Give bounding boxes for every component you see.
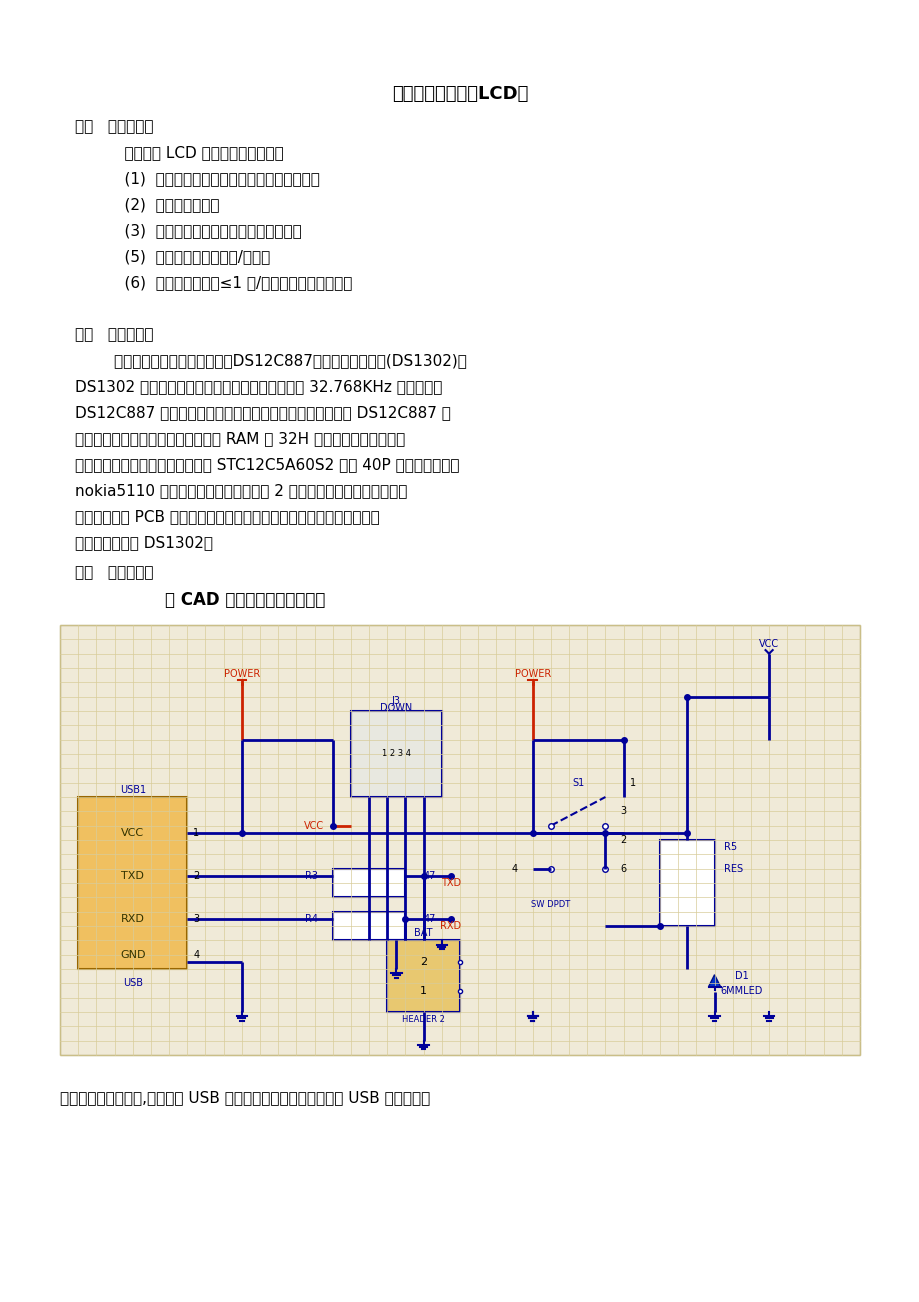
Text: SW DPDT: SW DPDT: [530, 900, 570, 909]
Bar: [333, 868, 405, 897]
Text: HEADER 2: HEADER 2: [402, 1014, 445, 1023]
Text: 三、   理论设计：: 三、 理论设计：: [75, 565, 153, 579]
Text: (6)  计时精度：误差≤1 秒/月（具有微调设置）。: (6) 计时精度：误差≤1 秒/月（具有微调设置）。: [105, 275, 352, 290]
Bar: [60, 625, 859, 1055]
Bar: [78, 797, 187, 969]
Text: 1 2 3 4: 1 2 3 4: [381, 750, 411, 759]
Text: 题目智能电子钟（LCD）: 题目智能电子钟（LCD）: [391, 85, 528, 103]
Polygon shape: [708, 975, 720, 987]
Text: 47: 47: [423, 914, 436, 924]
Text: 器定义都相同。由于本实验用到了 STC12C5A60S2 直插 40P 封装的单片机、: 器定义都相同。由于本实验用到了 STC12C5A60S2 直插 40P 封装的单…: [75, 457, 459, 473]
Text: S1: S1: [572, 777, 584, 788]
Text: R5: R5: [723, 842, 736, 853]
Bar: [350, 711, 441, 797]
Text: 3: 3: [620, 806, 626, 816]
Text: TXD: TXD: [440, 878, 460, 888]
Text: 制作一个 LCD 显示的智能电子钟：: 制作一个 LCD 显示的智能电子钟：: [105, 145, 283, 160]
Text: 1: 1: [629, 777, 635, 788]
Text: BAT: BAT: [414, 928, 433, 939]
Text: nokia5110 液晶屏、独立式按键、四路 2 输入与门并且都是直插的，而: nokia5110 液晶屏、独立式按键、四路 2 输入与门并且都是直插的，而: [75, 483, 407, 497]
Text: D1: D1: [734, 971, 748, 982]
Text: 了一个字节来记录世纪使用的，处在 RAM 的 32H 单元，但是其他的寄存: 了一个字节来记录世纪使用的，处在 RAM 的 32H 单元，但是其他的寄存: [75, 431, 404, 447]
Text: 2: 2: [420, 957, 426, 967]
Text: DS1302 要用户自己安装后备电池和串口通讯，要 32.768KHz 的晶振，而: DS1302 要用户自己安装后备电池和串口通讯，要 32.768KHz 的晶振，…: [75, 379, 442, 395]
Text: J3: J3: [391, 697, 401, 706]
Text: 本实验可采用并行时钟芯片（DS12C887）和串行时钟芯片(DS1302)，: 本实验可采用并行时钟芯片（DS12C887）和串行时钟芯片(DS1302)，: [75, 353, 466, 368]
Text: DOWN: DOWN: [380, 703, 412, 713]
Text: 47: 47: [423, 871, 436, 881]
Text: 二、   方案论证：: 二、 方案论证：: [75, 327, 153, 342]
Text: R4: R4: [305, 914, 318, 924]
Text: USB1: USB1: [119, 785, 145, 794]
Text: 用 CAD 软件绘制的硬件原理图: 用 CAD 软件绘制的硬件原理图: [165, 591, 325, 609]
Text: POWER: POWER: [514, 669, 550, 678]
Text: VCC: VCC: [758, 639, 778, 648]
Text: 4: 4: [511, 863, 517, 874]
Text: 一、   设计要求：: 一、 设计要求：: [75, 118, 153, 134]
Text: R3: R3: [305, 871, 318, 881]
Text: (2)  闰年自动判别。: (2) 闰年自动判别。: [105, 197, 220, 212]
Text: 6: 6: [620, 863, 626, 874]
Text: 3: 3: [193, 914, 199, 924]
Text: (3)  时间、年、月、日、星期交替显示。: (3) 时间、年、月、日、星期交替显示。: [105, 223, 301, 238]
Text: TXD: TXD: [121, 871, 144, 881]
Text: RES: RES: [723, 863, 742, 874]
Text: 6MMLED: 6MMLED: [720, 986, 762, 996]
Text: RXD: RXD: [120, 914, 144, 924]
Text: POWER: POWER: [223, 669, 260, 678]
Text: 1: 1: [193, 828, 199, 837]
Text: 2: 2: [193, 871, 199, 881]
Text: 且在实验室做 PCB 只能是单层板，为了节约空间和简化电路于是就选用: 且在实验室做 PCB 只能是单层板，为了节约空间和简化电路于是就选用: [75, 509, 380, 523]
Text: RXD: RXD: [440, 921, 461, 931]
Text: VCC: VCC: [121, 828, 144, 837]
Text: DS12C887 自带后备电池，并口通讯，无需外围元件，并且 DS12C887 多: DS12C887 自带后备电池，并口通讯，无需外围元件，并且 DS12C887 …: [75, 405, 450, 421]
Text: 了串行时钟芯片 DS1302。: 了串行时钟芯片 DS1302。: [75, 535, 213, 549]
Text: 4: 4: [193, 949, 199, 960]
Text: USB: USB: [122, 978, 142, 988]
Bar: [333, 911, 405, 940]
Text: (1)  计时：秒、分、时、日、月、年、星期。: (1) 计时：秒、分、时、日、月、年、星期。: [105, 171, 320, 186]
Text: GND: GND: [119, 949, 145, 960]
Text: 2: 2: [619, 835, 626, 845]
Text: (5)  自定任意时刻自动开/关屏。: (5) 自定任意时刻自动开/关屏。: [105, 249, 270, 264]
Bar: [387, 940, 460, 1012]
Text: 电源和程序下载端口,此部分的 USB 可提供电源和下载端口适用于 USB 下载端口，: 电源和程序下载端口,此部分的 USB 可提供电源和下载端口适用于 USB 下载端…: [60, 1090, 430, 1105]
Bar: [659, 840, 714, 926]
Text: 1: 1: [420, 986, 426, 996]
Text: VCC: VCC: [303, 820, 323, 831]
